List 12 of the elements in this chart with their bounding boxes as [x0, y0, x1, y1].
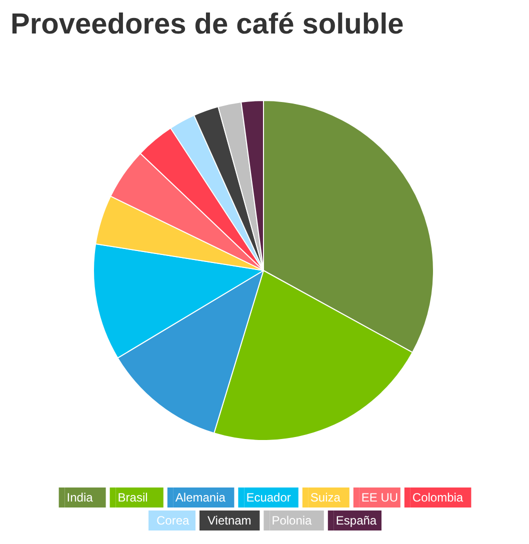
legend-label: EE UU [361, 490, 398, 504]
legend-label: India [66, 490, 94, 504]
legend-label: Suiza [310, 490, 341, 504]
legend-label: Colombia [412, 490, 464, 504]
legend-label: Alemania [175, 490, 226, 504]
legend-label: Polonia [272, 514, 312, 528]
legend-label: España [336, 514, 377, 528]
legend-label: Ecuador [246, 490, 291, 504]
legend-label: Brasil [118, 490, 148, 504]
chart-title: Proveedores de café soluble [10, 8, 404, 40]
legend-label: Corea [156, 514, 190, 528]
legend-label: Vietnam [208, 514, 252, 528]
